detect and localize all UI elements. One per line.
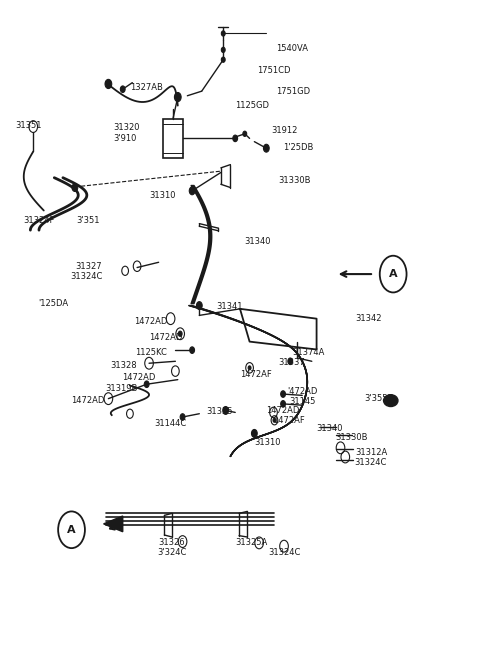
Text: 31324C: 31324C [70, 272, 102, 281]
Circle shape [196, 302, 202, 309]
Circle shape [288, 358, 293, 365]
Text: '125DA: '125DA [38, 299, 68, 308]
Text: A: A [67, 525, 76, 535]
Text: 31340: 31340 [245, 237, 271, 246]
Circle shape [221, 57, 225, 62]
Text: '472AD: '472AD [287, 387, 317, 396]
Text: 31330B: 31330B [278, 176, 311, 185]
Circle shape [273, 419, 276, 422]
Text: 31342: 31342 [355, 313, 382, 323]
Text: 1'25DB: 1'25DB [283, 143, 313, 152]
Circle shape [120, 86, 125, 93]
Text: 31351: 31351 [15, 121, 42, 130]
Text: 1751GD: 1751GD [276, 87, 310, 96]
Circle shape [281, 391, 286, 397]
Circle shape [264, 145, 269, 152]
Text: 31310: 31310 [149, 191, 176, 200]
Circle shape [252, 430, 257, 438]
Text: 1472AD: 1472AD [72, 396, 105, 405]
Text: 3'324C: 3'324C [157, 548, 187, 557]
Text: 31330B: 31330B [336, 434, 368, 442]
Text: 1540VA: 1540VA [276, 44, 308, 53]
Text: 1472AD: 1472AD [122, 373, 155, 382]
Text: 31324C: 31324C [269, 548, 301, 557]
Text: 31319B: 31319B [105, 384, 137, 394]
Circle shape [233, 135, 238, 142]
Text: 31145: 31145 [289, 397, 316, 407]
Circle shape [221, 47, 225, 53]
Polygon shape [104, 516, 123, 532]
Circle shape [281, 401, 286, 407]
Text: 31327: 31327 [75, 262, 101, 271]
Ellipse shape [384, 395, 398, 407]
Text: 31912: 31912 [271, 126, 298, 135]
Text: 31355: 31355 [206, 407, 233, 417]
Circle shape [180, 414, 185, 420]
Text: 31328: 31328 [111, 361, 137, 371]
Bar [163, 119, 182, 158]
Text: 31144C: 31144C [154, 419, 186, 428]
Text: 31337: 31337 [278, 358, 305, 367]
Text: 1472AD: 1472AD [149, 332, 182, 342]
Text: 31325A: 31325A [235, 538, 267, 547]
Text: 3'355D: 3'355D [364, 394, 395, 403]
Text: 3'351: 3'351 [76, 215, 100, 225]
Text: 31310: 31310 [254, 438, 281, 447]
Circle shape [178, 331, 182, 336]
Text: 31326: 31326 [158, 538, 185, 547]
Text: 1472AF: 1472AF [240, 370, 272, 379]
Text: 1125KC: 1125KC [135, 348, 167, 357]
Text: 1751CD: 1751CD [257, 66, 290, 76]
Text: 31312A: 31312A [355, 448, 387, 457]
Circle shape [243, 131, 247, 137]
Text: 31320: 31320 [113, 124, 140, 132]
Text: 31340: 31340 [317, 424, 343, 434]
Circle shape [144, 381, 149, 388]
Circle shape [223, 407, 228, 415]
Circle shape [105, 79, 112, 89]
Text: 31324C: 31324C [354, 458, 386, 466]
Text: 3'910: 3'910 [113, 134, 136, 143]
Text: 1472AF: 1472AF [274, 416, 305, 425]
Circle shape [248, 366, 251, 370]
Circle shape [189, 187, 195, 194]
Circle shape [174, 93, 181, 102]
Text: 1327AB: 1327AB [130, 83, 163, 92]
Circle shape [190, 347, 194, 353]
Text: A: A [389, 269, 397, 279]
Text: 31324F: 31324F [24, 215, 55, 225]
Circle shape [72, 183, 78, 191]
Text: 1472AD: 1472AD [266, 406, 300, 415]
Circle shape [221, 31, 225, 36]
Text: 31341: 31341 [216, 302, 242, 311]
Text: 1472AD: 1472AD [134, 317, 167, 327]
Text: 31374A: 31374A [293, 348, 325, 357]
Text: 1125GD: 1125GD [235, 101, 269, 110]
